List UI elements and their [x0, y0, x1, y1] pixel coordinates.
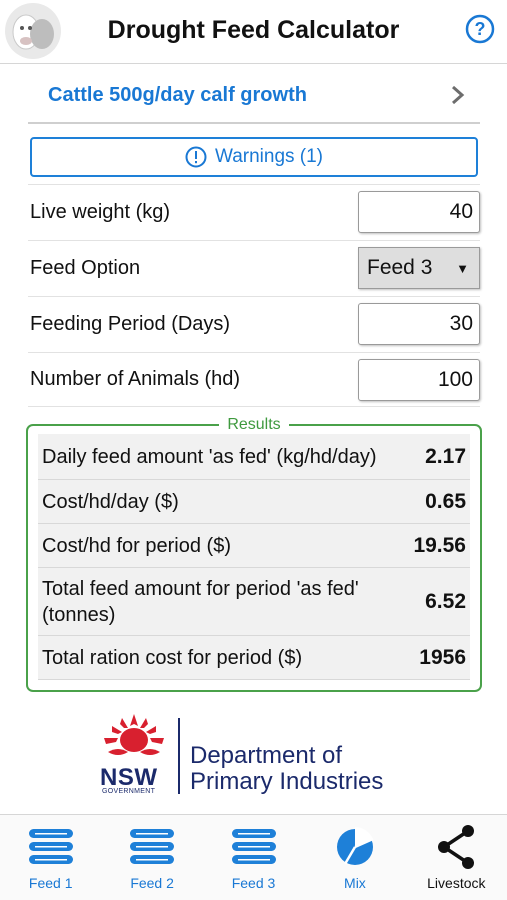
result-row-cost-per-period: Cost/hd for period ($) 19.56 — [38, 524, 470, 568]
app-header: Drought Feed Calculator ? — [0, 0, 507, 64]
chevron-right-icon — [452, 85, 465, 105]
results-panel: Results Daily feed amount 'as fed' (kg/h… — [26, 416, 482, 692]
result-label: Daily feed amount 'as fed' (kg/hd/day) — [42, 445, 377, 468]
result-row-total-cost: Total ration cost for period ($) 1956 — [38, 636, 470, 680]
pie-chart-icon — [336, 827, 374, 865]
nav-label: Livestock — [427, 875, 486, 891]
livestock-profile-row[interactable]: Cattle 500g/day calf growth — [28, 68, 480, 124]
result-row-cost-per-day: Cost/hd/day ($) 0.65 — [38, 480, 470, 524]
help-icon[interactable]: ? — [465, 14, 495, 44]
result-row-daily-feed: Daily feed amount 'as fed' (kg/hd/day) 2… — [38, 434, 470, 480]
result-value: 19.56 — [413, 533, 466, 557]
live-weight-input[interactable] — [358, 191, 480, 233]
feed-option-row: Feed Option Feed 3 ▼ — [28, 240, 480, 295]
alert-icon — [185, 146, 207, 168]
nav-tab-livestock[interactable]: Livestock — [406, 815, 507, 900]
num-animals-row: Number of Animals (hd) — [28, 352, 480, 407]
result-label: Cost/hd/day ($) — [42, 490, 179, 513]
feeding-period-input[interactable] — [358, 303, 480, 345]
num-animals-label: Number of Animals (hd) — [30, 368, 241, 390]
nav-label: Feed 2 — [130, 875, 174, 891]
results-table: Daily feed amount 'as fed' (kg/hd/day) 2… — [38, 434, 470, 680]
feeding-period-label: Feeding Period (Days) — [30, 312, 231, 335]
nav-tab-feed-1[interactable]: Feed 1 — [0, 815, 101, 900]
result-value: 6.52 — [425, 589, 466, 613]
warnings-label: Warnings (1) — [214, 146, 324, 167]
result-value: 1956 — [419, 645, 466, 669]
result-row-total-feed: Total feed amount for period 'as fed' (t… — [38, 568, 470, 636]
results-title: Results — [219, 416, 289, 433]
num-animals-input[interactable] — [358, 358, 480, 401]
feeding-period-row: Feeding Period (Days) — [28, 296, 480, 351]
feed-list-icon — [130, 829, 175, 864]
svg-text:?: ? — [475, 19, 486, 39]
app-title: Drought Feed Calculator — [107, 16, 400, 44]
logo-divider — [178, 718, 180, 794]
result-label: Total ration cost for period ($) — [42, 646, 303, 669]
nsw-dpi-logo: NSW GOVERNMENT Department of Primary Ind… — [98, 712, 418, 798]
nav-label: Feed 1 — [28, 875, 73, 891]
result-value: 0.65 — [425, 489, 466, 513]
nav-label: Mix — [344, 875, 366, 891]
result-label: Cost/hd for period ($) — [42, 534, 231, 557]
nsw-wordmark: NSW — [100, 764, 158, 791]
live-weight-row: Live weight (kg) — [28, 184, 480, 239]
result-value: 2.17 — [425, 444, 466, 468]
government-wordmark: GOVERNMENT — [102, 788, 156, 795]
feed-option-value: Feed 3 — [367, 256, 433, 279]
bottom-nav: Feed 1 Feed 2 Feed 3 Mix — [0, 814, 507, 900]
nav-label: Feed 3 — [231, 875, 276, 891]
nav-tab-feed-2[interactable]: Feed 2 — [101, 815, 202, 900]
department-name-line1: Department of — [190, 742, 343, 769]
feed-list-icon — [231, 829, 276, 864]
waratah-icon — [104, 714, 164, 755]
warnings-button[interactable]: Warnings (1) — [30, 137, 478, 177]
result-label: Total feed amount for period 'as fed' (t… — [42, 577, 359, 626]
livestock-profile-label: Cattle 500g/day calf growth — [48, 83, 307, 106]
nav-tab-mix[interactable]: Mix — [304, 815, 405, 900]
dropdown-caret-icon: ▼ — [456, 260, 469, 276]
nav-tab-feed-3[interactable]: Feed 3 — [203, 815, 304, 900]
feed-option-select[interactable]: Feed 3 ▼ — [358, 247, 480, 289]
live-weight-label: Live weight (kg) — [30, 200, 171, 223]
feed-list-icon — [28, 829, 73, 864]
cattle-logo-icon — [5, 3, 61, 59]
share-icon — [438, 825, 475, 869]
feed-option-label: Feed Option — [30, 256, 141, 279]
department-name-line2: Primary Industries — [190, 768, 384, 795]
